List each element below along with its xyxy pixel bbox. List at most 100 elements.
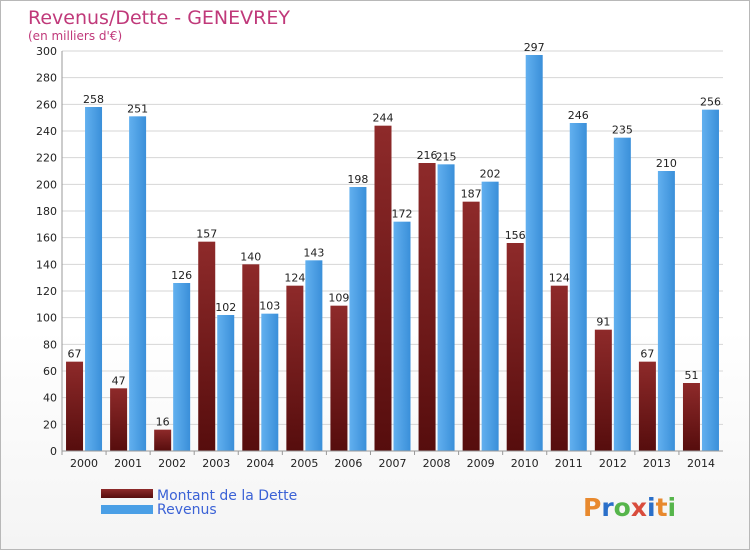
y-tick-label: 20 bbox=[43, 418, 57, 431]
chart-subtitle: (en milliers d'€) bbox=[28, 29, 122, 43]
y-tick-label: 120 bbox=[36, 285, 57, 298]
data-label: 246 bbox=[568, 109, 589, 122]
bar-revenus bbox=[701, 109, 719, 452]
y-tick-label: 140 bbox=[36, 258, 57, 271]
bar-dette bbox=[594, 329, 612, 451]
bar-revenus bbox=[305, 260, 323, 451]
bar-dette bbox=[110, 388, 128, 451]
data-label: 143 bbox=[303, 246, 324, 259]
data-label: 251 bbox=[127, 102, 148, 115]
data-label: 51 bbox=[684, 369, 698, 382]
x-tick-label: 2007 bbox=[379, 457, 407, 470]
bar-dette bbox=[638, 361, 656, 451]
bar-revenus bbox=[217, 315, 235, 451]
x-tick-label: 2002 bbox=[158, 457, 186, 470]
legend-swatch-debt bbox=[101, 489, 153, 498]
proxiti-logo: Proxiti bbox=[583, 493, 676, 522]
data-label: 256 bbox=[700, 96, 721, 109]
bar-dette bbox=[286, 285, 304, 451]
bar-dette bbox=[462, 201, 480, 451]
x-tick-label: 2006 bbox=[334, 457, 362, 470]
data-label: 102 bbox=[215, 301, 236, 314]
legend-label-debt: Montant de la Dette bbox=[157, 488, 297, 504]
bar-revenus bbox=[437, 164, 455, 452]
y-tick-label: 0 bbox=[50, 445, 57, 458]
legend-label-revenus: Revenus bbox=[157, 502, 217, 518]
bar-dette bbox=[682, 383, 700, 451]
bar-dette bbox=[242, 264, 260, 451]
x-tick-label: 2000 bbox=[70, 457, 98, 470]
bar-dette bbox=[330, 305, 348, 451]
bar-dette bbox=[550, 285, 568, 451]
bar-revenus bbox=[481, 181, 499, 451]
data-label: 210 bbox=[656, 157, 677, 170]
data-label: 47 bbox=[112, 374, 126, 387]
data-label: 140 bbox=[240, 250, 261, 263]
x-tick-label: 2004 bbox=[246, 457, 274, 470]
data-label: 156 bbox=[505, 229, 526, 242]
x-tick-label: 2003 bbox=[202, 457, 230, 470]
bar-revenus bbox=[261, 313, 279, 451]
y-tick-label: 200 bbox=[36, 178, 57, 191]
x-tick-label: 2011 bbox=[555, 457, 583, 470]
y-tick-label: 40 bbox=[43, 392, 57, 405]
data-label: 258 bbox=[83, 93, 104, 106]
bar-dette bbox=[198, 241, 216, 451]
data-label: 235 bbox=[612, 124, 633, 137]
y-tick-label: 240 bbox=[36, 125, 57, 138]
data-label: 109 bbox=[328, 292, 349, 305]
y-tick-label: 160 bbox=[36, 232, 57, 245]
data-label: 103 bbox=[259, 300, 280, 313]
x-tick-label: 2008 bbox=[423, 457, 451, 470]
y-tick-label: 220 bbox=[36, 152, 57, 165]
y-tick-label: 80 bbox=[43, 338, 57, 351]
data-label: 16 bbox=[156, 416, 170, 429]
legend-swatch-revenus bbox=[101, 505, 153, 514]
bar-revenus bbox=[173, 283, 191, 451]
data-label: 157 bbox=[196, 228, 217, 241]
y-tick-label: 180 bbox=[36, 205, 57, 218]
bar-revenus bbox=[393, 221, 411, 451]
data-label: 124 bbox=[549, 272, 570, 285]
bar-revenus bbox=[85, 107, 103, 451]
bar-dette bbox=[154, 429, 172, 451]
axes: 0 20 40 60 80 100 120 140 160 180 200 220 240 260 280 3… bbox=[36, 45, 723, 470]
bar-dette bbox=[66, 361, 84, 451]
y-tick-label: 260 bbox=[36, 98, 57, 111]
data-label: 124 bbox=[284, 272, 305, 285]
bar-revenus bbox=[657, 171, 675, 451]
svg-text:Proxiti: Proxiti bbox=[583, 493, 676, 522]
x-tick-label: 2012 bbox=[599, 457, 627, 470]
bar-revenus bbox=[613, 137, 631, 451]
bars: 67 258 47 251 16 126 157 102 140 103 124 143 109 198 2… bbox=[66, 41, 721, 452]
y-tick-label: 300 bbox=[36, 45, 57, 58]
x-tick-label: 2014 bbox=[687, 457, 715, 470]
chart-title: Revenus/Dette - GENEVREY bbox=[28, 7, 290, 29]
bar-dette bbox=[418, 163, 436, 451]
data-label: 172 bbox=[392, 208, 413, 221]
data-label: 198 bbox=[347, 173, 368, 186]
x-tick-label: 2005 bbox=[290, 457, 318, 470]
data-label: 67 bbox=[640, 348, 654, 361]
bar-revenus bbox=[569, 123, 587, 451]
x-tick-label: 2001 bbox=[114, 457, 142, 470]
y-tick-label: 60 bbox=[43, 365, 57, 378]
data-label: 216 bbox=[417, 149, 438, 162]
data-label: 67 bbox=[68, 348, 82, 361]
y-tick-label: 100 bbox=[36, 312, 57, 325]
bar-revenus bbox=[129, 116, 147, 451]
data-label: 244 bbox=[373, 112, 394, 125]
data-label: 187 bbox=[461, 188, 482, 201]
x-tick-label: 2013 bbox=[643, 457, 671, 470]
legend: Montant de la Dette Revenus bbox=[101, 488, 297, 518]
bar-revenus bbox=[349, 187, 367, 451]
data-label: 91 bbox=[596, 316, 610, 329]
x-tick-label: 2009 bbox=[467, 457, 495, 470]
data-label: 297 bbox=[524, 41, 545, 54]
grid bbox=[62, 50, 723, 452]
data-label: 202 bbox=[480, 168, 501, 181]
y-tick-label: 280 bbox=[36, 72, 57, 85]
data-label: 126 bbox=[171, 269, 192, 282]
